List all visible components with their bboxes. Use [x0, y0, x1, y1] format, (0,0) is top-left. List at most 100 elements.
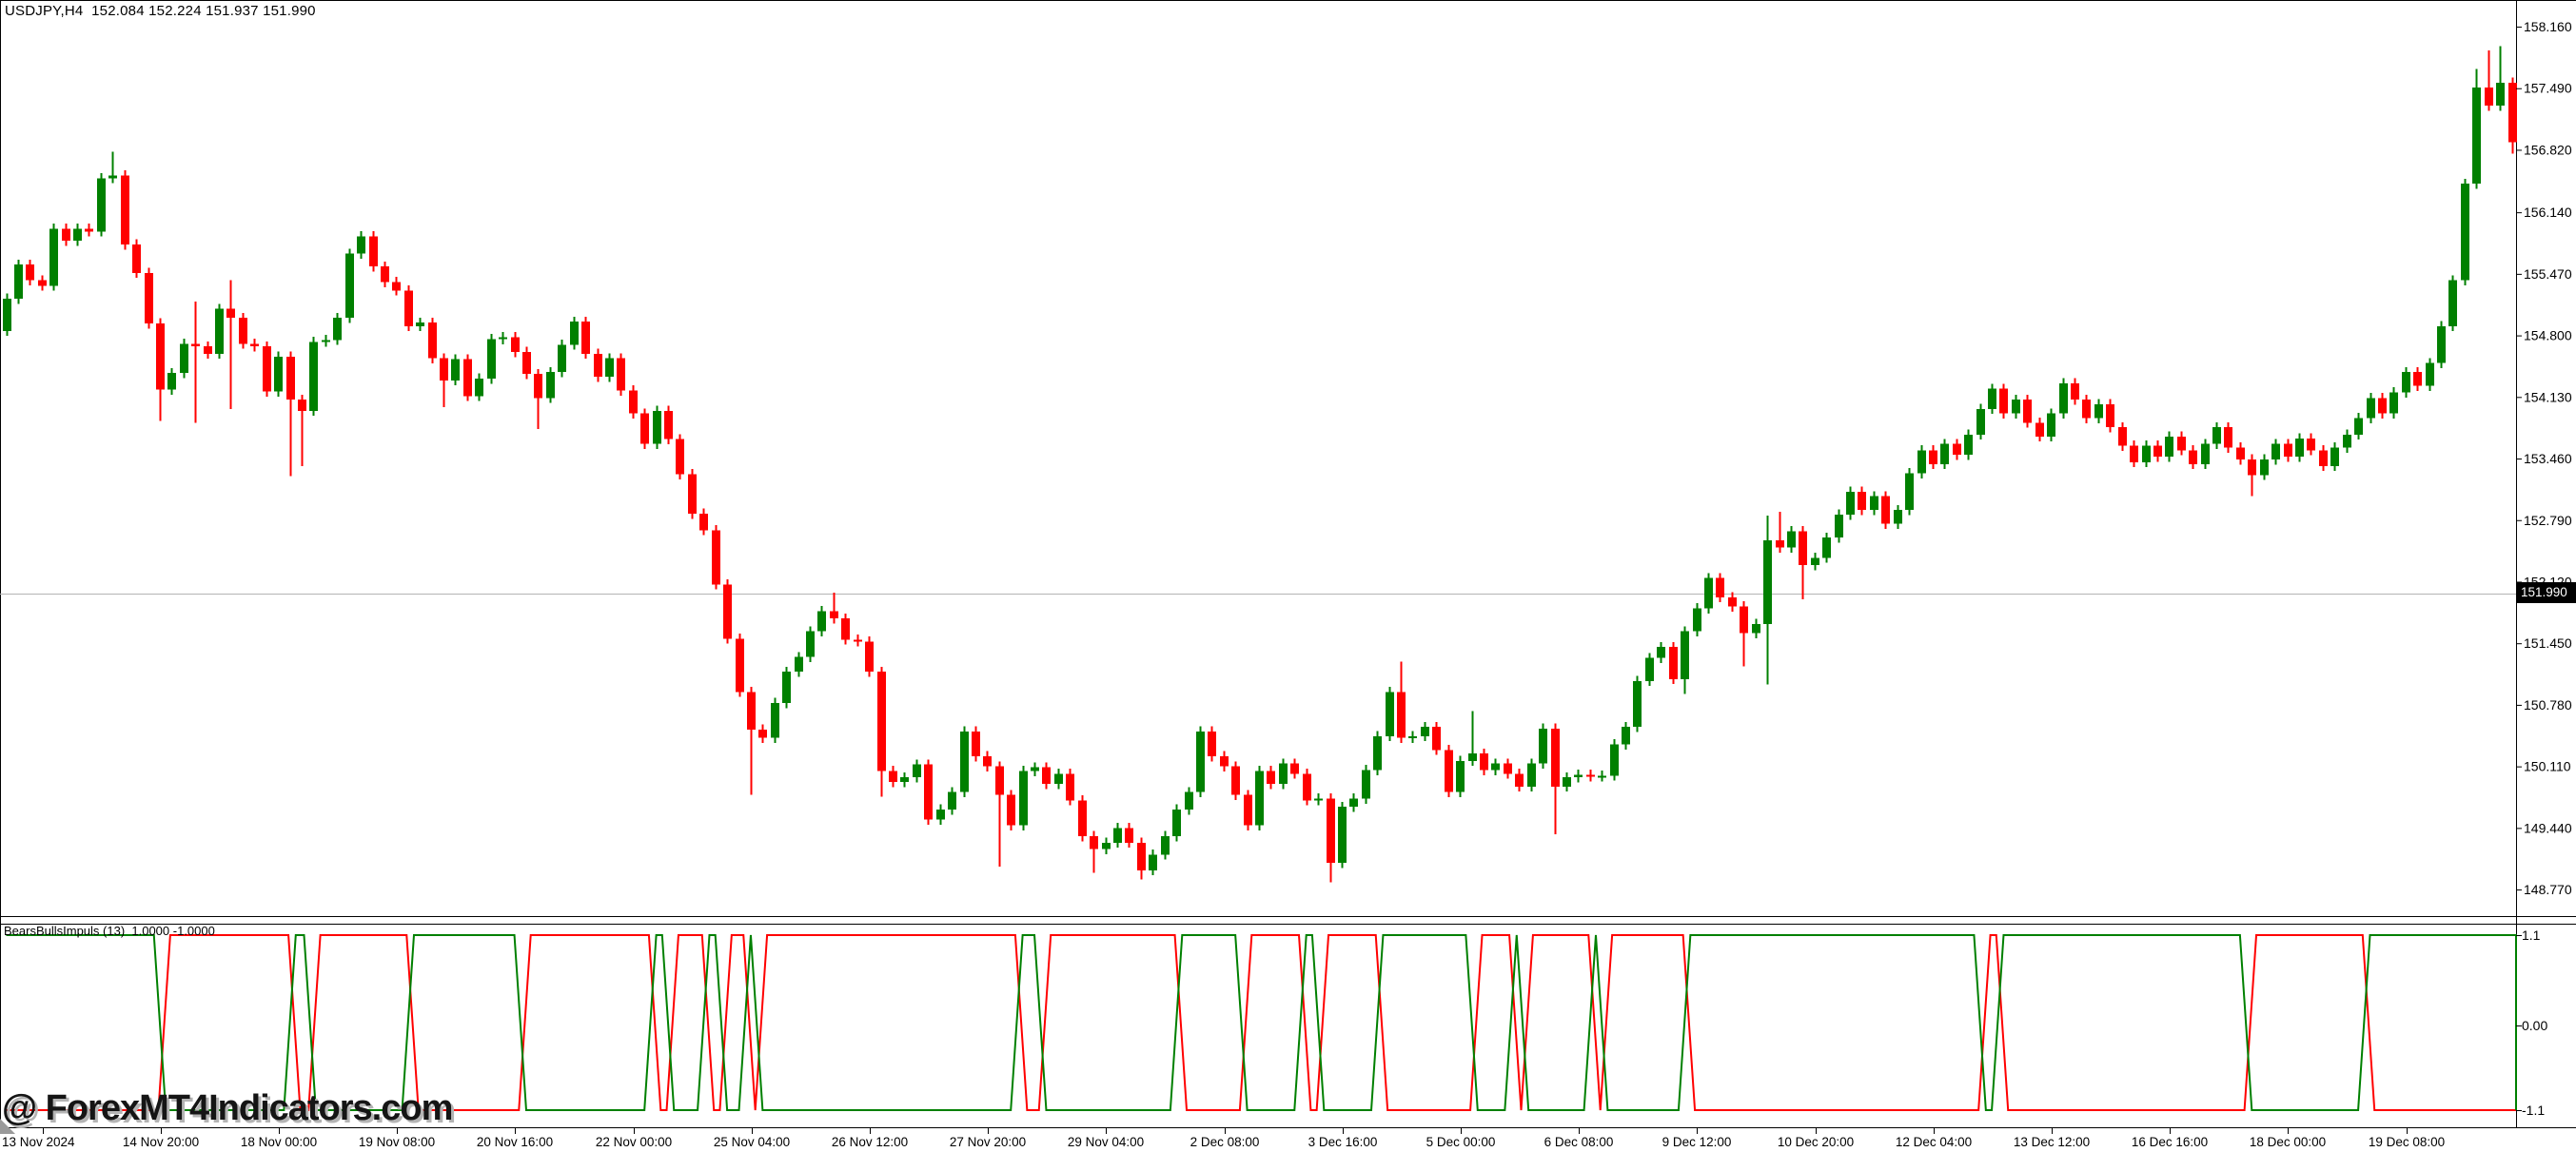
candle-bear — [1303, 773, 1311, 801]
candle-bull — [2426, 362, 2434, 386]
candle-bull — [653, 410, 661, 444]
candle-bull — [817, 611, 826, 632]
time-axis-label: 19 Dec 08:00 — [2369, 1135, 2445, 1149]
candle-bear — [1042, 767, 1051, 784]
price-axis-label: 151.450 — [2524, 635, 2572, 651]
price-axis-label: 149.440 — [2524, 820, 2572, 835]
candle-bear — [121, 175, 129, 244]
candle-bull — [1870, 496, 1878, 511]
candle-bull — [1610, 744, 1619, 776]
candle-bull — [1196, 731, 1205, 792]
candle-bull — [2389, 392, 2398, 414]
time-axis-label: 13 Nov 2024 — [2, 1135, 75, 1149]
candle-bear — [2023, 400, 2032, 423]
candle-bear — [2307, 438, 2315, 451]
candle-bull — [1386, 692, 1394, 736]
candle-bear — [1090, 836, 1098, 849]
candle-bear — [983, 756, 992, 767]
candle-bull — [416, 322, 424, 326]
candle-bull — [936, 810, 945, 820]
candle-bull — [2047, 413, 2055, 437]
candle-bear — [1125, 828, 1133, 843]
candle-bull — [487, 339, 496, 379]
candle-bear — [286, 356, 295, 400]
candle-bear — [463, 359, 472, 397]
candle-bear — [1231, 766, 1240, 795]
candle-bear — [972, 731, 980, 757]
candle-bull — [1894, 510, 1902, 524]
candle-bull — [345, 253, 354, 319]
indicator-label: BearsBullsImpuls (13) 1.0000 -1.0000 — [4, 924, 215, 938]
candle-bear — [629, 390, 638, 414]
candle-bear — [2224, 427, 2232, 448]
candle-bull — [2295, 438, 2304, 458]
candle-bear — [924, 764, 933, 820]
candle-bull — [771, 702, 779, 738]
candle-bear — [440, 358, 448, 381]
candle-bear — [1586, 774, 1595, 777]
candle-bear — [2071, 382, 2079, 400]
candle-bull — [2330, 447, 2339, 466]
candle-bear — [1929, 450, 1937, 464]
candle-bull — [1539, 729, 1547, 764]
indicator-axis-label: 1.1 — [2522, 927, 2541, 943]
candle-bull — [1574, 774, 1583, 778]
candle-bear — [1267, 771, 1275, 784]
candle-bull — [1349, 798, 1358, 808]
candle-bull — [2165, 436, 2173, 458]
candle-bull — [1787, 531, 1796, 548]
candle-bull — [1408, 735, 1417, 738]
time-axis-label: 19 Nov 08:00 — [359, 1135, 435, 1149]
candle-bull — [1693, 608, 1701, 632]
candle-bull — [960, 731, 969, 792]
time-axis-label: 29 Nov 04:00 — [1068, 1135, 1144, 1149]
time-axis-label: 14 Nov 20:00 — [123, 1135, 199, 1149]
candle-bear — [841, 618, 850, 640]
candle-bear — [676, 439, 684, 475]
candle-bull — [322, 340, 330, 342]
candle-bear — [1220, 756, 1229, 767]
time-axis-label: 13 Dec 12:00 — [2014, 1135, 2090, 1149]
candle-bull — [1752, 623, 1760, 634]
candle-bear — [1551, 729, 1560, 787]
candle-bear — [865, 641, 874, 673]
candle-bear — [2118, 427, 2127, 446]
candle-bear — [404, 290, 413, 326]
candle-bull — [2260, 459, 2269, 476]
candle-bull — [1633, 680, 1642, 728]
candle-bull — [309, 342, 318, 411]
candle-bull — [1468, 753, 1477, 761]
candle-bear — [699, 513, 708, 531]
candle-bull — [1811, 557, 1819, 566]
indicator-axis-label: 0.00 — [2522, 1018, 2547, 1033]
candle-bull — [2059, 382, 2068, 414]
candle-bull — [1598, 775, 1606, 778]
candle-bear — [736, 638, 744, 693]
candle-bear — [381, 266, 389, 283]
candle-bull — [1019, 771, 1028, 826]
candle-bull — [2201, 443, 2210, 464]
candle-bull — [782, 672, 791, 703]
candle-bull — [1988, 388, 1996, 409]
candle-bear — [226, 308, 235, 319]
candle-bull — [795, 656, 803, 673]
time-axis-label: 22 Nov 00:00 — [596, 1135, 672, 1149]
candle-bear — [62, 228, 70, 242]
candle-bull — [1763, 540, 1772, 624]
candle-bull — [1964, 434, 1973, 456]
price-axis-label: 158.160 — [2524, 19, 2572, 34]
candle-bear — [2378, 398, 2387, 414]
time-axis-label: 27 Nov 20:00 — [950, 1135, 1026, 1149]
candle-bear — [1716, 577, 1724, 597]
candle-bull — [2496, 82, 2505, 107]
price-axis-label: 157.490 — [2524, 81, 2572, 96]
candle-bull — [2212, 427, 2221, 444]
candle-bull — [2354, 418, 2363, 435]
candle-bear — [2508, 82, 2517, 143]
candle-bear — [995, 766, 1004, 795]
candle-bear — [1953, 443, 1961, 456]
candle-bear — [1480, 753, 1488, 771]
candle-bull — [2094, 404, 2103, 419]
price-axis-label: 153.460 — [2524, 451, 2572, 466]
